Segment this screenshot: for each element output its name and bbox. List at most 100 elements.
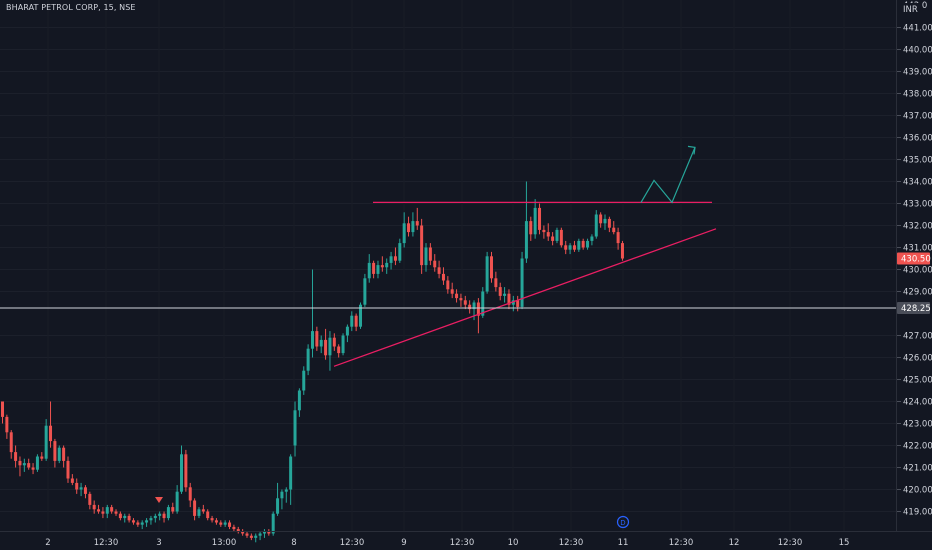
- candle-body-down: [476, 302, 480, 316]
- candle-body-down: [184, 454, 188, 488]
- price-tick-label: 422.00: [903, 442, 932, 452]
- symbol-title: BHARAT PETROL CORP, 15, NSE: [6, 3, 136, 12]
- candle-body-up: [481, 291, 485, 316]
- candle-body-down: [581, 240, 585, 248]
- candle-body-up: [359, 304, 363, 327]
- price-tick-label: 440.00: [903, 46, 932, 56]
- candle-body-up: [262, 531, 266, 534]
- candle-body-up: [175, 491, 179, 512]
- candle-body-up: [258, 533, 262, 536]
- currency-badge[interactable]: [900, 3, 922, 14]
- price-tick-label: 429.00: [903, 288, 932, 298]
- candle-body-up: [223, 522, 227, 525]
- projection-arrow-head: [687, 145, 696, 155]
- time-tick-label: 3: [156, 538, 161, 548]
- candle-body-down: [542, 229, 546, 233]
- candle-body-up: [166, 507, 170, 519]
- time-tick-label: 12:30: [559, 538, 584, 548]
- candle-body-up: [271, 513, 275, 534]
- candle-body-up: [424, 247, 428, 266]
- candle-body-down: [407, 223, 411, 233]
- hline-price-label: 428.25: [901, 304, 931, 314]
- currency-label: INR: [903, 5, 918, 15]
- candle-body-down: [1, 401, 4, 417]
- candle-body-down: [315, 331, 319, 347]
- candle-body-up: [158, 513, 162, 516]
- candle-body-down: [551, 236, 555, 241]
- candle-body-down: [559, 229, 563, 246]
- candle-body-up: [57, 447, 61, 461]
- candle-body-up: [22, 463, 26, 466]
- candle-body-down: [498, 287, 502, 296]
- candle-body-down: [228, 522, 232, 527]
- candle-body-down: [188, 487, 192, 501]
- candle-body-up: [149, 518, 153, 521]
- dividend-badge-text: D: [620, 519, 625, 527]
- candle-body-down: [136, 522, 140, 525]
- candle-body-up: [411, 221, 415, 233]
- time-tick-label: 13:00: [212, 538, 237, 548]
- candles: [1, 181, 624, 543]
- candle-body-down: [171, 507, 175, 512]
- time-axis[interactable]: 2 12:30 3 13:00 8 12:30 9 12:30 10 12:30 11 12:30 12…: [45, 538, 849, 548]
- grid: [0, 0, 896, 531]
- candle-body-up: [123, 515, 127, 519]
- price-axis[interactable]: 441.00 440.00 439.00 438.00 437.00 436.00 435.…: [897, 1, 932, 518]
- candle-body-down: [450, 289, 454, 294]
- candle-body-up: [180, 454, 184, 492]
- candle-body-down: [131, 520, 135, 523]
- candle-body-down: [49, 425, 53, 442]
- candle-body-up: [402, 223, 406, 244]
- candle-body-up: [485, 256, 489, 292]
- price-tick-label: 425.00: [903, 376, 932, 386]
- candle-body-up: [367, 262, 371, 279]
- dividend-icon[interactable]: [616, 515, 630, 529]
- candle-body-down: [193, 500, 197, 516]
- candle-body-down: [380, 265, 384, 268]
- candle-body-down: [27, 463, 31, 468]
- price-tick-label: 421.00: [903, 464, 932, 474]
- ascending-support-trendline[interactable]: [333, 228, 717, 367]
- candle-body-down: [66, 460, 70, 479]
- candle-body-down: [337, 346, 341, 354]
- candle-body-down: [463, 300, 467, 305]
- candle-body-down: [459, 298, 463, 301]
- candle-body-down: [62, 447, 66, 461]
- candle-body-down: [5, 416, 9, 433]
- candle-body-up: [297, 390, 301, 411]
- candle-body-up: [603, 218, 607, 224]
- candle-body-up: [511, 300, 515, 305]
- candle-body-down: [428, 247, 432, 261]
- candle-body-up: [276, 498, 280, 514]
- candle-body-up: [293, 410, 297, 446]
- time-tick-label: 9: [401, 538, 406, 548]
- candle-body-down: [232, 526, 236, 530]
- candle-body-down: [620, 243, 624, 259]
- candle-body-up: [376, 265, 380, 274]
- candle-body-up: [254, 535, 258, 538]
- breakout-projection-path[interactable]: [640, 147, 696, 204]
- time-tick-label: 12:30: [450, 538, 475, 548]
- price-tick-label: 436.00: [903, 134, 932, 144]
- price-tick-label: 431.00: [903, 244, 932, 254]
- candle-body-down: [245, 533, 249, 536]
- price-tick-label: 420.00: [903, 486, 932, 496]
- candle-body-down: [372, 262, 376, 274]
- candle-body-down: [599, 214, 603, 224]
- time-tick-label: 15: [839, 538, 850, 548]
- candle-body-up: [577, 240, 581, 250]
- candle-body-up: [328, 337, 332, 356]
- candle-body-down: [249, 535, 253, 538]
- candle-body-down: [437, 267, 441, 274]
- time-tick-label: 12:30: [669, 538, 694, 548]
- drawings[interactable]: [0, 145, 896, 367]
- candle-body-down: [97, 509, 101, 512]
- candle-body-down: [75, 482, 79, 490]
- candle-body-down: [564, 245, 568, 250]
- candle-body-down: [127, 515, 131, 521]
- candle-body-down: [420, 225, 424, 266]
- price-tick-label: 427.00: [903, 332, 932, 342]
- candle-body-down: [489, 256, 493, 279]
- candle-body-down: [455, 293, 459, 299]
